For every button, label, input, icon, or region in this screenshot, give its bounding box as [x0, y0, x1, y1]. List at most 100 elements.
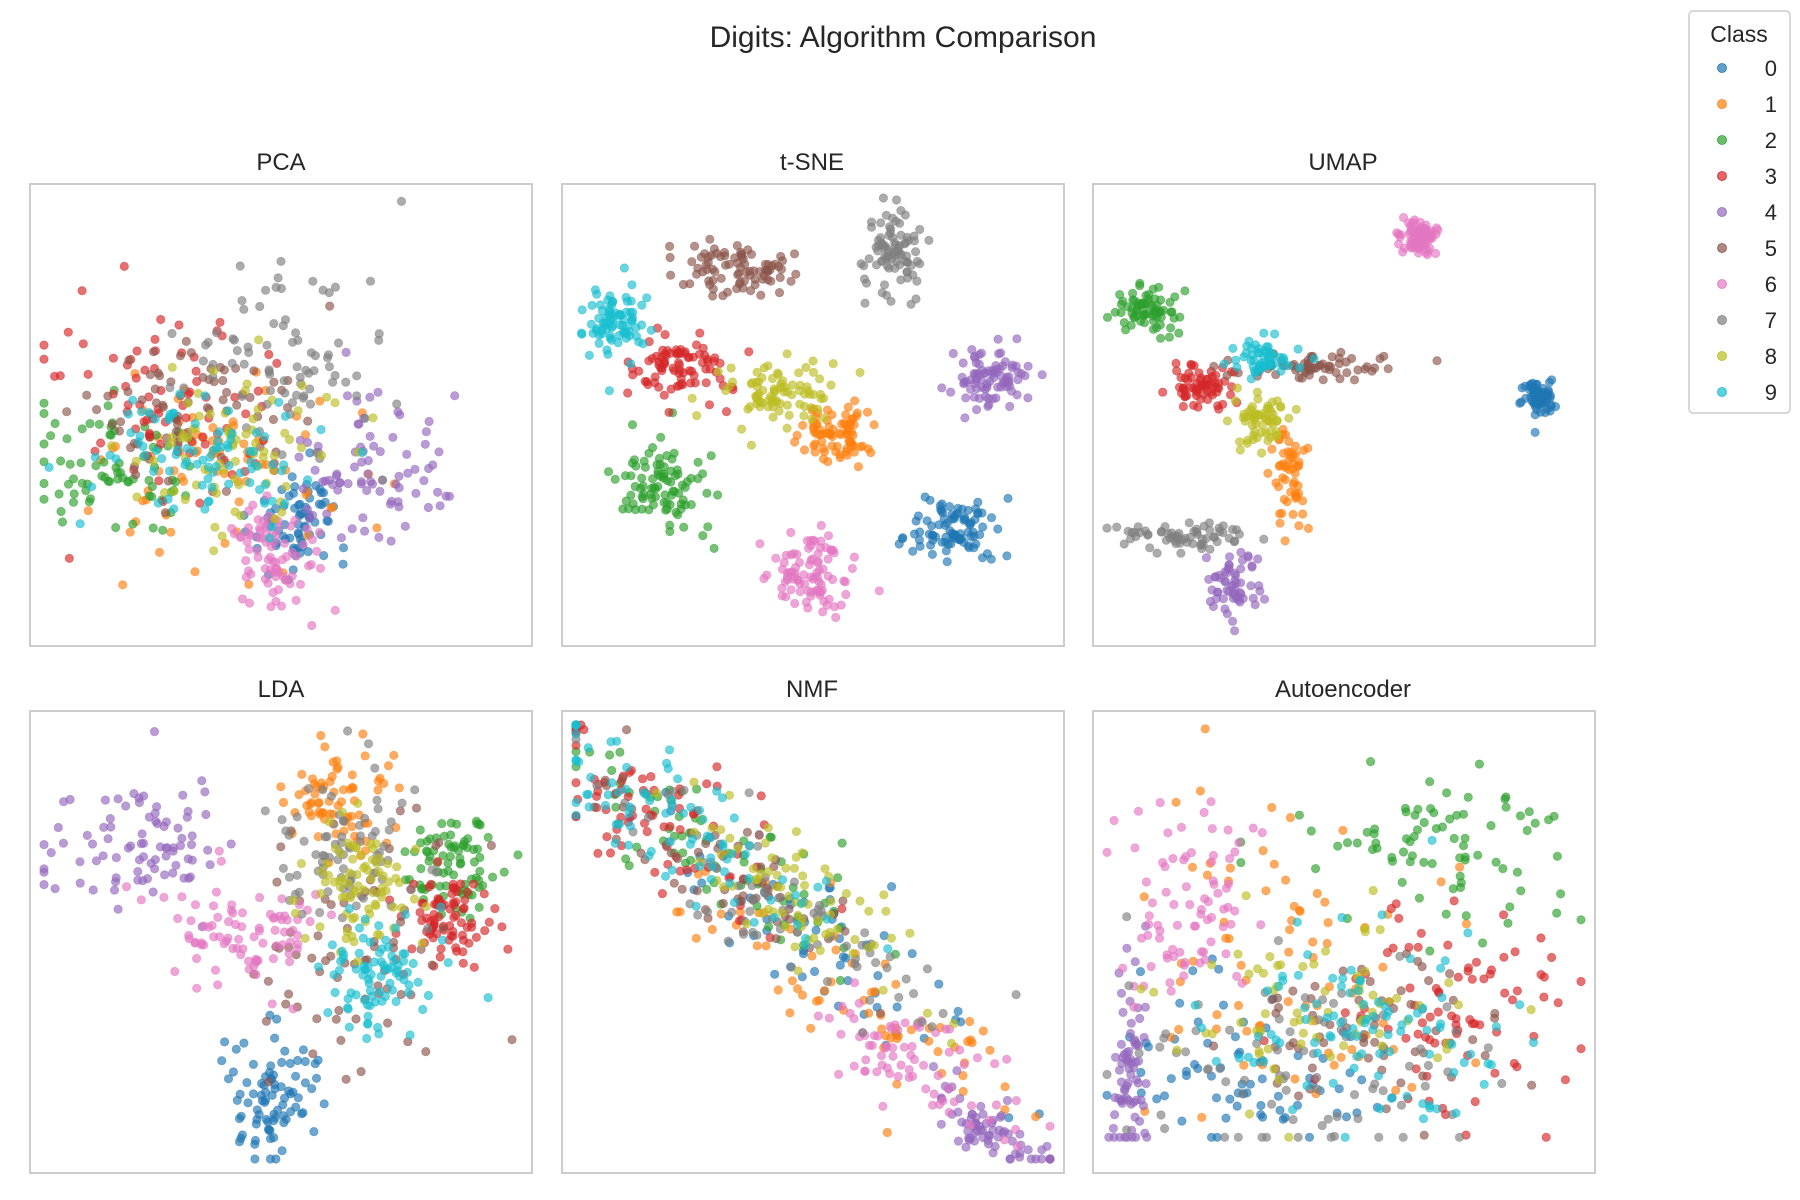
point-class-4: [1218, 594, 1229, 604]
point-class-4: [50, 883, 60, 894]
point-class-7: [377, 475, 388, 485]
point-class-7: [1349, 1090, 1360, 1100]
point-class-9: [729, 813, 739, 823]
point-class-8: [1258, 968, 1269, 978]
point-class-1: [360, 751, 370, 761]
point-class-3: [1576, 1044, 1586, 1054]
point-class-5: [1362, 362, 1372, 372]
point-class-9: [1418, 1099, 1428, 1109]
point-class-8: [317, 866, 327, 877]
point-class-1: [787, 976, 798, 986]
point-class-7: [1398, 1132, 1408, 1142]
point-class-0: [1175, 998, 1185, 1008]
point-class-8: [322, 858, 332, 869]
point-class-0: [1181, 1066, 1192, 1077]
point-class-2: [615, 747, 625, 757]
point-class-7: [1112, 522, 1122, 532]
point-class-0: [942, 557, 952, 567]
point-class-1: [1269, 859, 1279, 869]
point-class-3: [605, 848, 616, 858]
point-class-7: [338, 816, 349, 826]
point-class-5: [621, 725, 632, 735]
point-class-7: [1131, 531, 1141, 542]
point-class-6: [291, 595, 301, 606]
point-class-0: [811, 925, 821, 935]
point-class-9: [1440, 956, 1450, 966]
point-class-7: [299, 836, 309, 846]
point-class-0: [908, 546, 918, 556]
point-class-6: [837, 1001, 847, 1011]
point-class-8: [1260, 1009, 1271, 1019]
point-class-2: [91, 461, 101, 471]
point-class-7: [679, 785, 689, 795]
point-class-0: [1357, 1075, 1367, 1085]
point-class-8: [366, 874, 376, 884]
point-class-7: [269, 318, 279, 329]
point-class-7: [1176, 548, 1186, 558]
point-class-0: [276, 1082, 286, 1092]
point-class-9: [706, 853, 716, 863]
point-class-8: [1257, 448, 1267, 458]
point-class-1: [315, 396, 325, 406]
point-class-8: [254, 335, 264, 345]
point-class-9: [576, 328, 587, 338]
point-class-6: [836, 1029, 846, 1039]
point-class-7: [294, 887, 304, 897]
point-class-2: [610, 474, 620, 484]
point-class-7: [1328, 998, 1339, 1009]
point-class-7: [885, 952, 895, 962]
point-class-5: [1331, 367, 1341, 378]
legend-marker-0: [1717, 63, 1727, 73]
legend-label-2: 2: [1765, 128, 1777, 153]
point-class-8: [166, 438, 176, 448]
point-class-4: [1141, 1079, 1151, 1089]
point-class-4: [179, 873, 189, 883]
point-class-8: [787, 390, 797, 400]
point-class-8: [169, 486, 179, 496]
point-class-9: [744, 840, 755, 851]
point-class-8: [1375, 924, 1385, 935]
point-class-9: [227, 428, 237, 439]
point-class-3: [1500, 988, 1510, 998]
point-class-9: [203, 474, 213, 484]
point-class-7: [260, 806, 270, 816]
point-class-5: [687, 257, 697, 267]
point-class-9: [1292, 917, 1302, 927]
point-class-2: [39, 478, 49, 489]
point-class-4: [91, 856, 102, 866]
point-class-4: [988, 1148, 998, 1158]
point-class-3: [468, 879, 479, 889]
point-class-0: [280, 1046, 290, 1056]
point-class-5: [734, 268, 744, 278]
point-class-5: [1294, 1091, 1304, 1101]
point-class-2: [111, 522, 121, 533]
point-class-6: [192, 953, 202, 964]
point-class-0: [279, 1118, 289, 1128]
point-class-5: [732, 241, 742, 251]
point-class-4: [105, 813, 115, 824]
point-class-9: [363, 1011, 373, 1021]
point-class-2: [77, 424, 87, 434]
point-class-4: [137, 829, 147, 839]
point-class-2: [448, 870, 459, 880]
point-class-7: [372, 795, 382, 805]
point-class-0: [338, 543, 349, 553]
point-class-6: [1226, 919, 1236, 929]
point-class-2: [1425, 946, 1435, 956]
point-class-7: [859, 274, 870, 284]
point-class-9: [613, 787, 623, 798]
point-class-6: [1179, 960, 1190, 970]
point-class-8: [288, 895, 298, 906]
point-class-4: [109, 885, 120, 895]
panel-title: t-SNE: [780, 149, 844, 176]
point-class-9: [123, 409, 133, 419]
point-class-8: [760, 838, 770, 848]
point-class-9: [75, 519, 85, 529]
point-class-4: [1045, 1154, 1055, 1164]
point-class-6: [307, 534, 317, 545]
point-class-5: [325, 301, 335, 311]
point-class-6: [1144, 911, 1154, 921]
point-class-4: [294, 452, 304, 462]
point-class-9: [212, 443, 222, 453]
point-class-0: [300, 1078, 310, 1088]
